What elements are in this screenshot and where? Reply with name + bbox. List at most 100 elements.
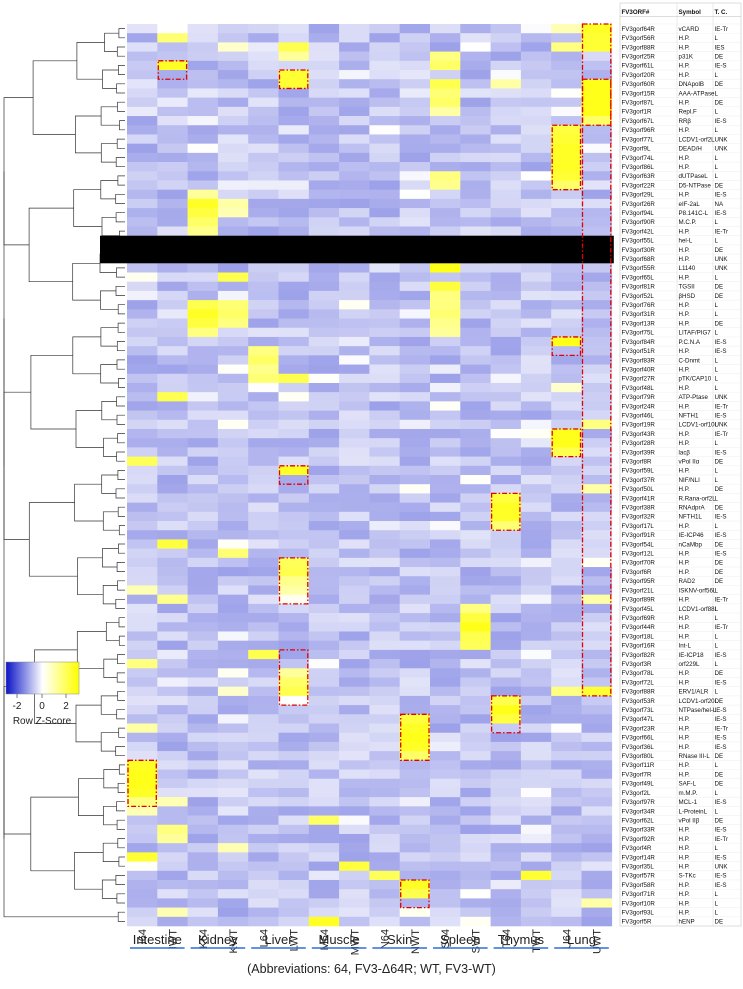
heatmap-cell (490, 97, 522, 108)
heatmap-cell (127, 567, 158, 577)
tissue-label: Muscle (319, 932, 360, 947)
gene-class: L (715, 366, 719, 373)
heatmap-cell (127, 631, 158, 641)
heatmap-cell (581, 263, 613, 273)
heatmap-cell (248, 125, 279, 135)
heatmap-cell (187, 79, 219, 89)
gene-symbol: H.P. (679, 891, 691, 898)
heatmap-cell (127, 318, 158, 329)
heatmap-cell (520, 521, 552, 531)
heatmap-cell (217, 898, 249, 908)
heatmap-cell (339, 125, 370, 135)
heatmap-cell (369, 290, 400, 301)
heatmap-cell (581, 732, 613, 743)
dendrogram-branch (117, 470, 125, 480)
gene-symbol: H.P. (679, 348, 691, 355)
heatmap-cell (308, 392, 340, 402)
heatmap-cell (369, 318, 400, 329)
heatmap-cell (460, 613, 491, 623)
heatmap-cell (369, 732, 400, 743)
heatmap-cell (308, 567, 340, 577)
heatmap-cell (399, 843, 431, 853)
heatmap-cell (460, 70, 491, 80)
gene-class: IE-S (715, 854, 727, 861)
heatmap-cell (248, 300, 279, 310)
gene-class: L (715, 127, 719, 134)
heatmap-cell (278, 281, 310, 292)
heatmap-cell (490, 889, 522, 899)
heatmap-cell (520, 511, 552, 522)
heatmap-cell (551, 576, 582, 586)
color-key-bar (5, 661, 80, 695)
tissue-label: Spleen (440, 932, 480, 947)
heatmap-cell (278, 300, 310, 310)
column-label: IWT (167, 929, 179, 949)
heatmap-cell (490, 70, 522, 80)
gene-symbol: H.P. (679, 551, 691, 558)
heatmap-cell (308, 309, 340, 319)
heatmap-cell (581, 603, 613, 614)
heatmap-cell (127, 861, 158, 872)
heatmap-cell (157, 769, 188, 780)
heatmap-cell (430, 613, 461, 623)
heatmap-cell (248, 751, 279, 761)
heatmap-cell (520, 852, 552, 862)
gene-orf: FV3gorf87L (622, 100, 655, 107)
heatmap-cell (187, 659, 219, 669)
heatmap-cell (490, 392, 522, 402)
heatmap-cell (278, 152, 310, 163)
heatmap-cell (520, 189, 552, 200)
heatmap-cell (460, 741, 491, 752)
heatmap-cell (278, 419, 310, 430)
heatmap-cell (278, 318, 310, 329)
heatmap-cell (339, 51, 370, 62)
gene-symbol: H.P. (679, 725, 691, 732)
heatmap-cell (278, 530, 310, 540)
gene-class: L (715, 311, 719, 318)
heatmap-cell (430, 603, 461, 614)
heatmap-cell (581, 714, 613, 724)
heatmap-cell (551, 217, 582, 227)
heatmap-cell (490, 493, 522, 503)
gene-symbol: C-Dnmt (679, 357, 701, 364)
heatmap-cell (460, 60, 491, 71)
heatmap-cell (369, 594, 400, 605)
heatmap-cell (308, 585, 340, 595)
heatmap-cell (430, 364, 461, 375)
heatmap-cell (490, 916, 522, 927)
heatmap-cell (369, 557, 400, 568)
heatmap-cell (581, 456, 613, 467)
heatmap-cell (520, 42, 552, 52)
heatmap-cell (217, 585, 249, 595)
heatmap-cell (430, 631, 461, 641)
gene-symbol: D5-NTPase (679, 182, 712, 189)
heatmap-cell (460, 686, 491, 697)
heatmap-cell (430, 189, 461, 200)
heatmap-cell (490, 695, 522, 706)
heatmap-cell (339, 502, 370, 513)
heatmap-cell (551, 438, 582, 448)
heatmap-cell (308, 272, 340, 283)
heatmap-cell (460, 916, 491, 927)
gene-symbol: H.P. (679, 836, 691, 843)
heatmap-cell (551, 373, 582, 384)
heatmap-cell (460, 51, 491, 62)
heatmap-cell (217, 355, 249, 365)
heatmap-cell (248, 456, 279, 467)
gene-symbol: AAA-ATPase (679, 90, 716, 97)
gene-orf: FV3gorf71R (622, 891, 656, 898)
heatmap-cell (308, 318, 340, 329)
gene-class: IE-Tr (715, 26, 729, 33)
heatmap-cell (308, 60, 340, 71)
heatmap-cell (157, 143, 188, 154)
heatmap-cell (430, 24, 461, 34)
gene-symbol: orf229L (679, 661, 701, 668)
heatmap-cell (520, 769, 552, 780)
heatmap-cell (460, 714, 491, 724)
dendrogram-branch (78, 778, 104, 816)
heatmap-cell (248, 511, 279, 522)
heatmap-cell (157, 42, 188, 52)
heatmap-cell (308, 898, 340, 908)
gene-symbol: H.P. (679, 882, 691, 889)
heatmap-cell (127, 493, 158, 503)
